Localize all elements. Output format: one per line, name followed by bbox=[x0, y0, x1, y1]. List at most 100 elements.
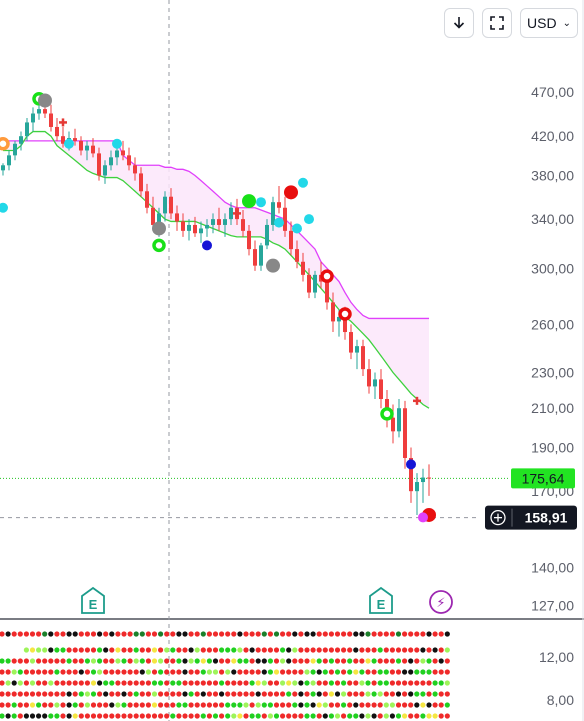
indicator-dot bbox=[212, 713, 219, 719]
indicator-dot bbox=[29, 691, 36, 697]
indicator-dot bbox=[48, 647, 54, 653]
indicator-dot bbox=[383, 658, 389, 664]
indicator-dot bbox=[383, 631, 389, 637]
indicator-dot bbox=[176, 680, 182, 686]
indicator-dot bbox=[432, 631, 438, 637]
indicator-dot bbox=[359, 702, 365, 708]
indicator-dot bbox=[72, 702, 78, 708]
indicator-dot bbox=[322, 713, 328, 719]
indicator-dot bbox=[36, 631, 42, 637]
indicator-dot bbox=[182, 702, 188, 708]
crosshair-price-tag bbox=[485, 505, 577, 530]
indicator-dot bbox=[432, 658, 438, 664]
indicator-dot bbox=[438, 669, 444, 675]
indicator-dot bbox=[389, 691, 395, 697]
indicator-dot bbox=[377, 631, 383, 637]
candle-body bbox=[7, 155, 11, 166]
indicator-dot bbox=[280, 669, 286, 675]
indicator-dot bbox=[170, 713, 176, 719]
indicator-dot bbox=[90, 680, 97, 686]
signal-dot bbox=[304, 214, 314, 225]
indicator-dot bbox=[377, 669, 383, 675]
candle-body bbox=[217, 219, 221, 225]
indicator-dot bbox=[176, 631, 182, 637]
indicator-dot bbox=[286, 669, 292, 675]
indicator-dot bbox=[200, 691, 206, 697]
indicator-dot bbox=[60, 680, 66, 686]
indicator-dot bbox=[316, 669, 322, 675]
earnings-label: E bbox=[377, 597, 386, 612]
indicator-dot bbox=[78, 647, 84, 653]
indicator-dot bbox=[249, 713, 255, 719]
indicator-dot bbox=[420, 647, 426, 653]
indicator-dot bbox=[48, 631, 54, 637]
indicator-tick-label: 12,00 bbox=[539, 649, 574, 665]
candle-body bbox=[181, 221, 185, 231]
currency-select[interactable]: USD ⌄ bbox=[520, 8, 578, 38]
indicator-dot bbox=[286, 691, 292, 697]
indicator-dot bbox=[78, 631, 84, 637]
indicator-dot bbox=[17, 713, 23, 719]
indicator-dot bbox=[225, 647, 231, 653]
indicator-dot bbox=[17, 702, 23, 708]
candle-body bbox=[109, 157, 113, 166]
candle-body bbox=[97, 153, 101, 176]
indicator-dot bbox=[353, 658, 359, 664]
envelope-fill bbox=[3, 131, 429, 409]
indicator-dot bbox=[249, 680, 255, 686]
indicator-dot bbox=[304, 680, 310, 686]
indicator-dot bbox=[237, 631, 243, 637]
indicator-dot bbox=[219, 680, 225, 686]
candle-body bbox=[199, 228, 203, 234]
indicator-dot bbox=[420, 713, 426, 719]
indicator-dot bbox=[261, 680, 267, 686]
indicator-dot bbox=[182, 713, 188, 719]
indicator-dot bbox=[280, 713, 286, 719]
indicator-dot bbox=[97, 680, 103, 686]
indicator-dot bbox=[402, 702, 408, 708]
indicator-dot bbox=[280, 647, 286, 653]
candle-body bbox=[103, 165, 107, 176]
indicator-dot bbox=[90, 658, 97, 664]
candle-body bbox=[367, 369, 371, 387]
indicator-dot bbox=[371, 631, 377, 637]
indicator-dot bbox=[103, 702, 109, 708]
indicator-dot bbox=[383, 669, 389, 675]
indicator-dot bbox=[200, 658, 206, 664]
indicator-dot bbox=[17, 631, 23, 637]
indicator-dot bbox=[255, 680, 261, 686]
indicator-dot bbox=[133, 691, 139, 697]
indicator-dot bbox=[292, 631, 298, 637]
indicator-dot bbox=[17, 658, 23, 664]
indicator-dot bbox=[200, 713, 206, 719]
indicator-dot bbox=[267, 713, 273, 719]
indicator-dot bbox=[438, 647, 444, 653]
candle-body bbox=[409, 457, 413, 492]
indicator-dot bbox=[261, 691, 267, 697]
indicator-dot bbox=[395, 669, 402, 675]
indicator-dot bbox=[23, 669, 29, 675]
fullscreen-button[interactable] bbox=[482, 8, 512, 38]
indicator-dot bbox=[133, 658, 139, 664]
indicator-dot bbox=[225, 691, 231, 697]
indicator-dot bbox=[97, 702, 103, 708]
indicator-dot bbox=[219, 647, 225, 653]
indicator-dot bbox=[23, 647, 29, 653]
indicator-dot bbox=[426, 669, 432, 675]
candle-body bbox=[25, 122, 29, 137]
candle-body bbox=[427, 477, 431, 479]
indicator-dot bbox=[54, 631, 60, 637]
envelope-lower-line bbox=[3, 130, 430, 409]
indicator-dot bbox=[48, 669, 54, 675]
indicator-dot bbox=[103, 647, 109, 653]
candle-body bbox=[253, 249, 257, 266]
indicator-dot bbox=[127, 691, 133, 697]
indicator-dot bbox=[420, 680, 426, 686]
signal-dot bbox=[284, 185, 298, 200]
indicator-dot bbox=[341, 669, 347, 675]
candle-body bbox=[145, 191, 149, 208]
indicator-dot bbox=[84, 647, 90, 653]
download-button[interactable] bbox=[444, 8, 474, 38]
indicator-dot bbox=[341, 631, 347, 637]
